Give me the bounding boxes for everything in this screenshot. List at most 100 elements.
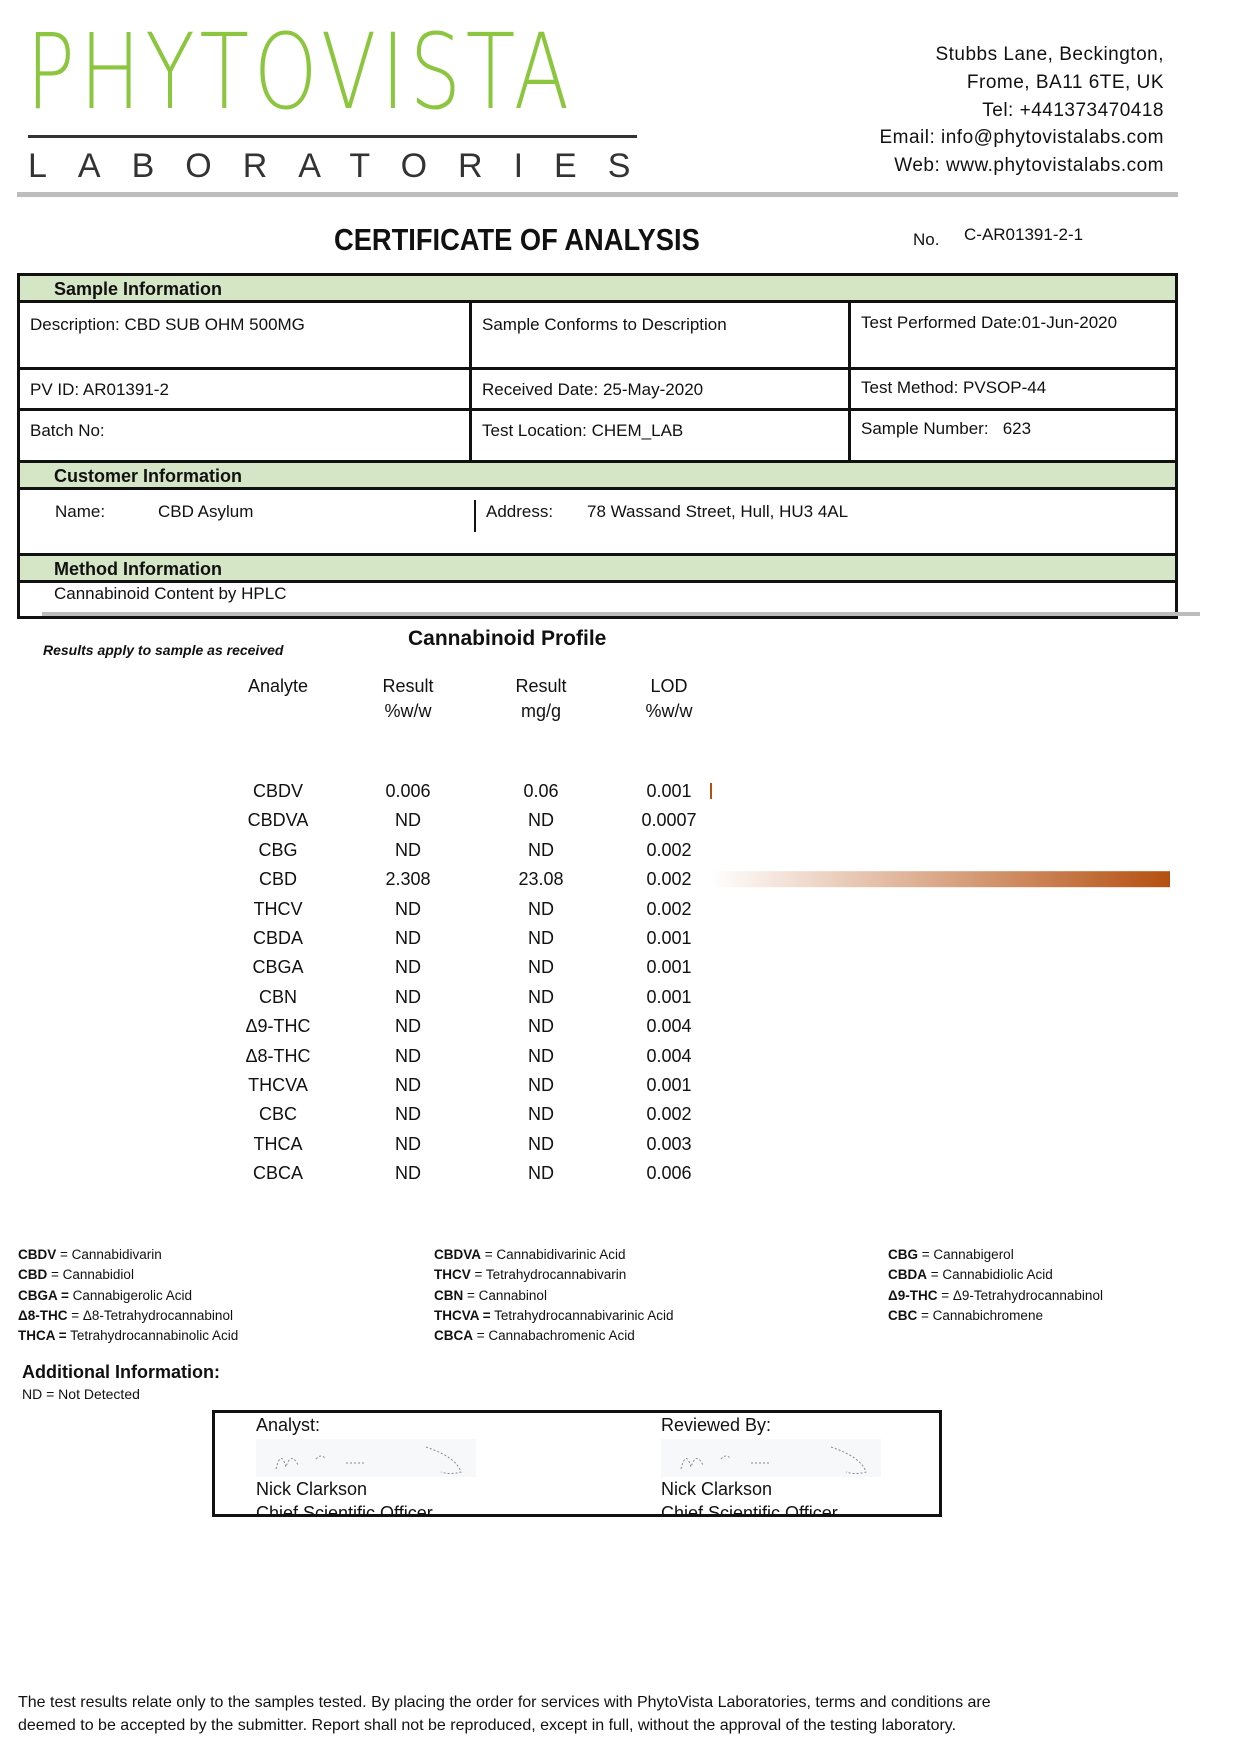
result-value: ND bbox=[395, 1163, 421, 1184]
analyte-name: THCA bbox=[253, 1133, 303, 1154]
bar-CBD bbox=[710, 871, 1170, 888]
legend-abbr: CBG bbox=[888, 1247, 918, 1262]
phone: Tel: +441373470418 bbox=[982, 100, 1164, 121]
result-value: ND bbox=[528, 1075, 554, 1095]
legend-meaning: = Cannabinol bbox=[463, 1287, 547, 1303]
legend-abbr: CBGA = bbox=[18, 1287, 69, 1303]
legend-meaning: Tetrahydrocannabivarinic Acid bbox=[490, 1307, 674, 1323]
result-value: 0.001 bbox=[646, 928, 692, 948]
result-value: ND bbox=[528, 986, 554, 1007]
result-value: ND bbox=[395, 957, 421, 978]
legend-abbr: Δ8-THC bbox=[18, 1307, 68, 1323]
method-info-heading: Method Information bbox=[20, 556, 1175, 583]
result-value: 0.003 bbox=[646, 1133, 692, 1154]
legend-meaning: = Cannabidivarin bbox=[56, 1247, 162, 1262]
result-value: ND bbox=[528, 1045, 554, 1066]
result-value: ND bbox=[395, 1045, 421, 1066]
result-value: ND bbox=[395, 839, 421, 860]
result-value: ND bbox=[395, 898, 421, 919]
analyte-name: CBN bbox=[258, 986, 297, 1007]
analyte-name: CBC bbox=[258, 1104, 297, 1125]
signature-box: Analyst: Nick Clarkson Chief Scientific … bbox=[212, 1410, 942, 1517]
legend-abbr: THCVA = bbox=[434, 1307, 491, 1323]
result-value: 0.006 bbox=[646, 1163, 692, 1184]
legend-meaning: = Cannabidiolic Acid bbox=[927, 1267, 1053, 1283]
legend-meaning: = Cannabidiol bbox=[47, 1267, 134, 1283]
result-value: 0.002 bbox=[646, 898, 692, 919]
column-unit: %w/w bbox=[645, 701, 693, 721]
legend-meaning: = Cannabidivarinic Acid bbox=[481, 1247, 626, 1262]
address-label: Address: bbox=[486, 502, 554, 521]
analyst-signature bbox=[256, 1439, 476, 1477]
analyte-name: CBDV bbox=[252, 781, 303, 801]
result-value: ND bbox=[528, 898, 554, 919]
legend-meaning: = Δ9-Tetrahydrocannabinol bbox=[937, 1287, 1103, 1303]
result-value: 0.06 bbox=[523, 781, 559, 801]
pv-id: PV ID: AR01391-2 bbox=[20, 370, 472, 408]
company-logo-subtext: LABORATORIES bbox=[28, 147, 662, 185]
result-value: 0.001 bbox=[646, 1075, 692, 1095]
result-value: 0.002 bbox=[646, 839, 692, 860]
legend-item: CBG = Cannabigerol bbox=[888, 1247, 1014, 1262]
test-location: Test Location: CHEM_LAB bbox=[472, 411, 851, 460]
result-value: 0.001 bbox=[646, 781, 692, 801]
address-line: Stubbs Lane, Beckington, bbox=[935, 44, 1164, 65]
result-value: 0.001 bbox=[646, 986, 692, 1007]
result-value: ND bbox=[528, 957, 554, 978]
info-table: Sample Information Description: CBD SUB … bbox=[17, 273, 1178, 619]
certificate-no-label: No. bbox=[913, 230, 940, 249]
result-value: ND bbox=[395, 1133, 421, 1154]
legend-meaning: = Δ8-Tetrahydrocannabinol bbox=[67, 1307, 233, 1323]
description: Description: CBD SUB OHM 500MG bbox=[20, 303, 472, 367]
analyte-name: CBGA bbox=[252, 957, 304, 978]
results-note: Results apply to sample as received bbox=[43, 642, 284, 658]
result-value: 23.08 bbox=[518, 869, 564, 890]
legend-item: THCV = Tetrahydrocannabivarin bbox=[434, 1267, 626, 1282]
test-date: Test Performed Date:01-Jun-2020 bbox=[861, 313, 1118, 332]
analyte-name: CBDA bbox=[252, 928, 303, 948]
legend-abbr: CBDA bbox=[888, 1267, 927, 1283]
sample-row: Description: CBD SUB OHM 500MG Sample Co… bbox=[20, 303, 1175, 370]
column-header: Analyte bbox=[247, 676, 309, 696]
legend-abbr: CBDVA bbox=[434, 1247, 481, 1262]
column-unit: %w/w bbox=[384, 701, 432, 721]
column-unit: mg/g bbox=[520, 701, 562, 721]
footer-disclaimer: deemed to be accepted by the submitter. … bbox=[18, 1717, 957, 1734]
legend-item: CBGA = Cannabigerolic Acid bbox=[18, 1288, 192, 1303]
profile-bar-chart bbox=[710, 783, 1170, 888]
column-header: Result bbox=[515, 676, 567, 696]
reviewer-label: Reviewed By: bbox=[661, 1415, 772, 1435]
column-header: LOD bbox=[650, 676, 688, 696]
legend-meaning: Cannabigerolic Acid bbox=[68, 1287, 192, 1303]
analyte-name: CBDVA bbox=[247, 810, 309, 831]
result-value: ND bbox=[528, 1016, 554, 1037]
legend-abbr: THCV bbox=[434, 1267, 471, 1283]
analyst-title: Chief Scientific Officer bbox=[256, 1503, 433, 1517]
result-value: ND bbox=[528, 928, 554, 948]
name-label: Name: bbox=[55, 502, 106, 521]
result-value: 2.308 bbox=[385, 869, 431, 890]
legend-item: Δ9-THC = Δ9-Tetrahydrocannabinol bbox=[888, 1288, 1103, 1303]
received-date: Received Date: 25-May-2020 bbox=[472, 370, 851, 408]
reviewer-signature bbox=[661, 1439, 881, 1477]
analyte-name: Δ8-THC bbox=[245, 1045, 311, 1066]
result-value: 0.004 bbox=[646, 1045, 692, 1066]
footer-disclaimer: The test results relate only to the samp… bbox=[18, 1694, 991, 1711]
reviewer-name: Nick Clarkson bbox=[661, 1479, 773, 1499]
result-value: 0.0007 bbox=[641, 810, 697, 831]
legend-meaning: = Cannabachromenic Acid bbox=[473, 1328, 635, 1344]
additional-info-heading: Additional Information: bbox=[22, 1362, 220, 1382]
address-line: Frome, BA11 6TE, UK bbox=[966, 72, 1164, 93]
legend-abbr: CBDV bbox=[18, 1247, 57, 1262]
sample-number: Sample Number: 623 bbox=[861, 419, 1032, 438]
result-value: 0.006 bbox=[385, 781, 431, 801]
batch-no: Batch No: bbox=[20, 411, 472, 460]
legend-item: CBC = Cannabichromene bbox=[888, 1308, 1043, 1323]
legend-abbr: CBCA bbox=[434, 1328, 473, 1344]
result-value: ND bbox=[528, 1133, 554, 1154]
header-divider bbox=[17, 192, 1178, 197]
legend-item: Δ8-THC = Δ8-Tetrahydrocannabinol bbox=[18, 1308, 233, 1323]
customer-name: CBD Asylum bbox=[158, 502, 254, 521]
analyte-name: Δ9-THC bbox=[245, 1016, 311, 1037]
nd-note: ND = Not Detected bbox=[22, 1386, 140, 1402]
